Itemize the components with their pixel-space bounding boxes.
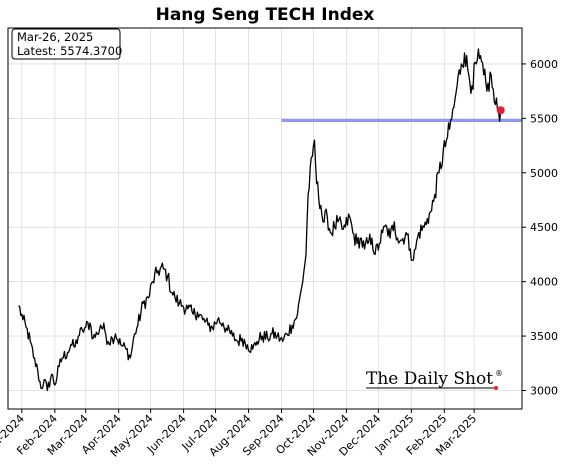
plot-frame (7, 27, 523, 410)
y-tick-label: 4000 (530, 276, 558, 289)
brand-text: The Daily Shot (366, 369, 493, 389)
brand-logo: The Daily Shot ® (366, 369, 503, 390)
y-tick-label: 3000 (530, 384, 558, 397)
y-tick-label: 5500 (530, 112, 558, 125)
series-group (18, 48, 505, 392)
info-date: Mar-26, 2025 (17, 30, 93, 44)
grid (8, 28, 522, 409)
latest-point-marker (496, 106, 505, 115)
series-line (18, 48, 502, 392)
y-tick-label: 5000 (530, 167, 558, 180)
info-latest: Latest: 5574.3700 (17, 44, 122, 58)
y-tick-label: 3500 (530, 330, 558, 343)
brand-dot (494, 386, 498, 390)
x-axis: Jan-2024Feb-2024Mar-2024Apr-2024May-2024… (0, 409, 479, 460)
y-tick-label: 6000 (530, 58, 558, 71)
info-box: Mar-26, 2025 Latest: 5574.3700 (11, 28, 122, 60)
brand-registered-mark: ® (495, 369, 503, 378)
info-box-frame (11, 28, 121, 60)
chart-title: Hang Seng TECH Index (156, 5, 375, 25)
y-tick-label: 4500 (530, 221, 558, 234)
y-axis: 3000 3500 4000 4500 5000 5500 6000 (522, 58, 558, 397)
